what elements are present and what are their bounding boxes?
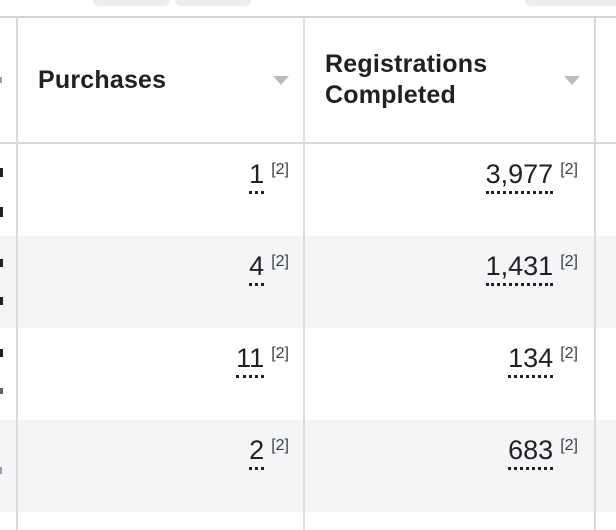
clipped-first-column-cell [0,328,18,420]
clipped-first-column-cell [0,512,18,530]
footnote-marker[interactable]: [2] [271,253,289,270]
clipped-first-column-cell [0,420,18,512]
registrations-cell: 3,977 [2] [305,144,596,236]
column-header-purchases[interactable]: Purchases [18,18,305,142]
clipped-chip-2[interactable] [175,0,251,6]
clipped-first-column-cell [0,144,18,236]
row-spacer [596,236,616,328]
footnote-marker[interactable]: [2] [271,161,289,178]
registrations-cell: 1,431 [2] [305,236,596,328]
footnote-marker[interactable]: [2] [560,345,578,362]
row-spacer [596,420,616,512]
header-spacer [596,18,616,142]
clipped-text-fragment [0,349,3,357]
clipped-first-column-header [0,18,18,142]
footnote-marker[interactable]: [2] [560,437,578,454]
registrations-value[interactable]: 1,431 [485,251,554,286]
clipped-text-fragment [0,297,3,305]
purchases-value[interactable]: 2 [249,435,265,470]
column-header-label: Registrations Completed [325,50,488,109]
registrations-cell [305,512,596,530]
table-row: 2 [2] 683 [2] [0,420,616,512]
clipped-text-fragment [0,168,3,177]
clipped-text-fragment [0,467,2,474]
registrations-value[interactable]: 3,977 [485,159,554,194]
purchases-cell: 11 [2] [18,328,305,420]
table-row: 4 [2] 1,431 [2] [0,236,616,328]
purchases-value[interactable]: 4 [249,251,265,286]
purchases-value[interactable]: 1 [249,159,265,194]
footnote-marker[interactable]: [2] [271,345,289,362]
row-spacer [596,512,616,530]
table-row-partial [0,512,616,530]
table-row: 1 [2] 3,977 [2] [0,144,616,236]
registrations-value[interactable]: 683 [508,435,554,470]
row-spacer [596,144,616,236]
clipped-text-fragment [0,259,3,267]
column-header-label: Purchases [38,65,167,94]
registrations-cell: 134 [2] [305,328,596,420]
table-row: 11 [2] 134 [2] [0,328,616,420]
column-header-registrations-completed[interactable]: Registrations Completed [305,18,596,142]
footnote-marker[interactable]: [2] [271,437,289,454]
clipped-text-fragment [0,77,2,83]
sort-caret-down-icon[interactable] [273,75,289,85]
clipped-chip-3[interactable] [525,0,616,6]
clipped-first-column-cell [0,236,18,328]
clipped-chip-1[interactable] [93,0,170,6]
registrations-value[interactable]: 134 [508,343,554,378]
table-header-row: Purchases Registrations Completed [0,18,616,144]
purchases-value[interactable]: 11 [236,343,265,378]
data-table: Purchases Registrations Completed 1 [2] 3… [0,18,616,530]
purchases-cell: 1 [2] [18,144,305,236]
footnote-marker[interactable]: [2] [560,161,578,178]
top-divider [0,16,616,18]
row-spacer [596,328,616,420]
purchases-cell: 4 [2] [18,236,305,328]
sort-caret-down-icon[interactable] [564,75,580,85]
registrations-cell: 683 [2] [305,420,596,512]
clipped-text-fragment [0,388,3,394]
clipped-text-fragment [0,207,3,217]
purchases-cell [18,512,305,530]
footnote-marker[interactable]: [2] [560,253,578,270]
purchases-cell: 2 [2] [18,420,305,512]
